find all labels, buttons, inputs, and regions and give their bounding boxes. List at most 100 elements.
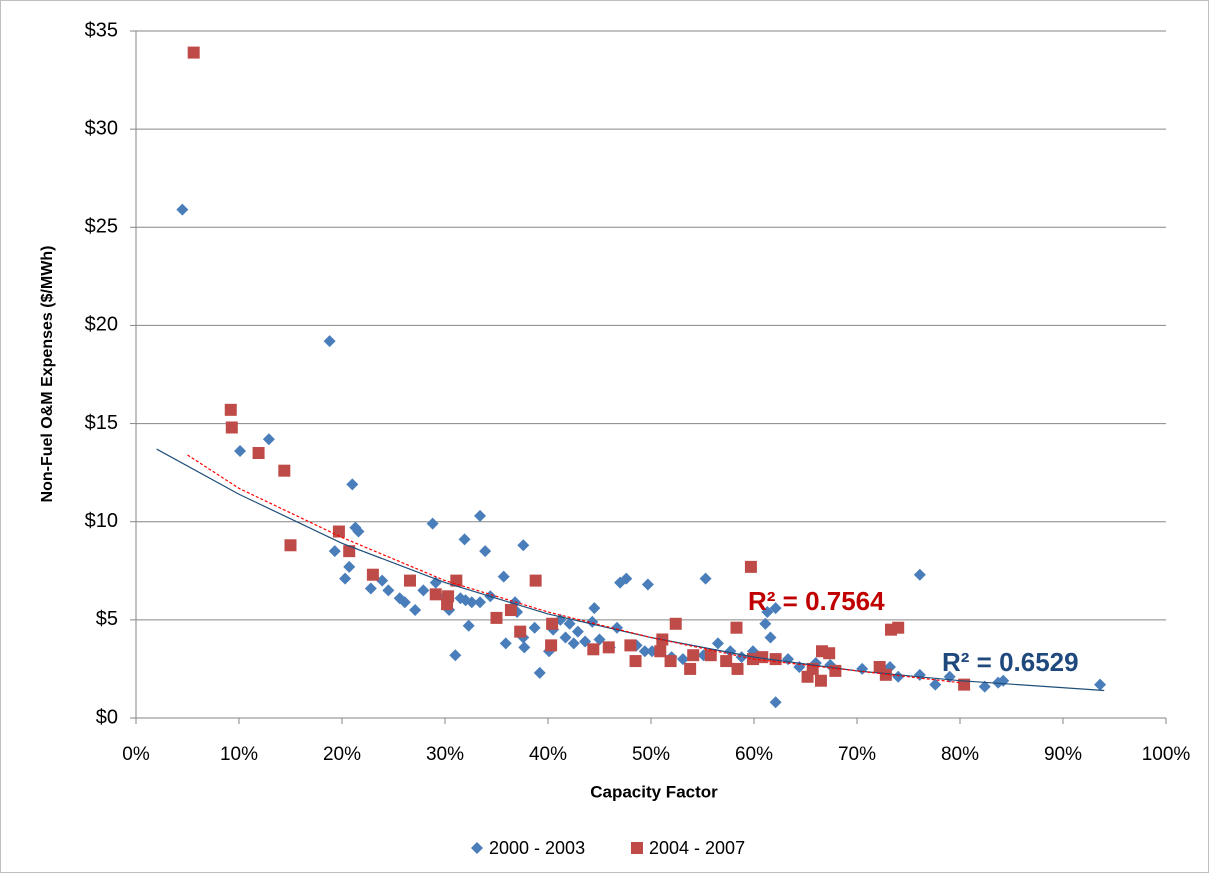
y-tick-label: $15 (85, 412, 118, 434)
data-point (417, 584, 430, 597)
x-tick-label: 30% (426, 744, 464, 765)
data-point (518, 641, 531, 654)
y-tick-label: $5 (96, 608, 118, 630)
data-point (823, 647, 836, 660)
data-point (629, 655, 642, 668)
data-point (224, 403, 237, 416)
data-point (624, 639, 637, 652)
data-point (588, 602, 601, 615)
data-point (704, 649, 717, 662)
y-tick-label: $30 (85, 117, 118, 139)
x-tick-label: 70% (838, 744, 876, 765)
data-point (499, 637, 512, 650)
y-axis-title: Non-Fuel O&M Expenses ($/MWh) (39, 246, 56, 503)
data-point (225, 421, 238, 434)
x-tick-label: 20% (323, 744, 361, 765)
x-tick-label: 40% (529, 744, 567, 765)
data-point (929, 678, 942, 691)
data-point (546, 617, 559, 630)
x-tick-label: 10% (220, 744, 258, 765)
data-point (593, 633, 606, 646)
data-point (376, 574, 389, 587)
data-point (699, 572, 712, 585)
x-axis-title: Capacity Factor (590, 782, 718, 801)
data-point (382, 584, 395, 597)
data-point (602, 641, 615, 654)
legend-marker (471, 842, 483, 854)
y-tick-label: $10 (85, 510, 118, 532)
data-point (252, 447, 265, 460)
data-point (339, 572, 352, 585)
trendline (187, 454, 961, 684)
data-point (567, 637, 580, 650)
data-point (724, 645, 737, 658)
data-point (474, 509, 487, 522)
data-point (517, 539, 530, 552)
data-point (343, 545, 356, 558)
data-point (571, 625, 584, 638)
legend-label: 2004 - 2007 (649, 838, 745, 858)
x-tick-label: 60% (735, 744, 773, 765)
data-point (638, 645, 651, 658)
data-point (426, 517, 439, 530)
data-point (398, 596, 411, 609)
data-point (711, 637, 724, 650)
data-point (403, 574, 416, 587)
data-point (761, 606, 774, 619)
data-point (759, 617, 772, 630)
data-point (462, 619, 475, 632)
data-point (511, 606, 524, 619)
data-point (587, 643, 600, 656)
data-point (262, 433, 275, 446)
data-point (458, 533, 471, 546)
data-point (366, 568, 379, 581)
data-point (441, 598, 454, 611)
data-point (913, 568, 926, 581)
data-point (479, 545, 492, 558)
data-point (187, 46, 200, 59)
data-point (514, 625, 527, 638)
x-tick-label: 100% (1142, 744, 1191, 765)
data-point (545, 639, 558, 652)
y-tick-label: $25 (85, 216, 118, 238)
data-point (328, 545, 341, 558)
data-point (409, 604, 422, 617)
data-point (352, 525, 365, 538)
data-point (769, 696, 782, 709)
data-point (346, 478, 359, 491)
data-point (684, 662, 697, 675)
data-point (364, 582, 377, 595)
data-point (614, 576, 627, 589)
data-point (533, 666, 546, 679)
trendline (156, 448, 1105, 692)
legend-label: 2000 - 2003 (489, 838, 585, 858)
data-point (474, 596, 487, 609)
legend-marker (631, 842, 643, 854)
x-tick-label: 90% (1044, 744, 1082, 765)
data-point (978, 680, 991, 693)
data-point (730, 621, 743, 634)
data-point (764, 631, 777, 644)
data-point (176, 203, 189, 216)
data-point (504, 604, 517, 617)
data-point (323, 335, 336, 348)
data-point (490, 611, 503, 624)
data-point (879, 668, 892, 681)
data-point (669, 617, 682, 630)
y-tick-label: $35 (85, 19, 118, 41)
data-point (892, 621, 905, 634)
data-point (687, 649, 700, 662)
data-point (449, 649, 462, 662)
data-point (278, 464, 291, 477)
x-tick-label: 0% (122, 744, 150, 765)
y-tick-label: $0 (96, 706, 118, 728)
data-point (744, 560, 757, 573)
data-point (343, 560, 356, 573)
data-point (284, 539, 297, 552)
data-point (1094, 678, 1107, 691)
data-point (769, 602, 782, 615)
data-point (731, 662, 744, 675)
r-squared-label: R² = 0.6529 (942, 647, 1079, 677)
